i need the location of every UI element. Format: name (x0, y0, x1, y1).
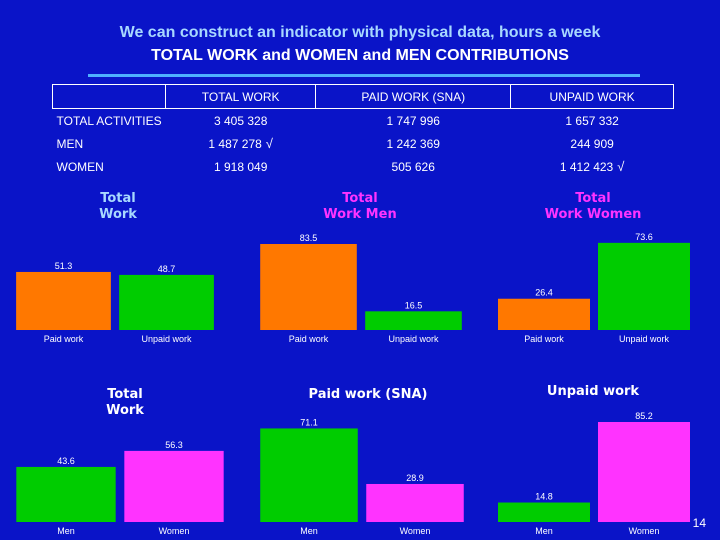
table-row: WOMEN 1 918 049 505 626 1 412 423 √ (53, 155, 674, 178)
row-label: WOMEN (56, 159, 104, 174)
chart-bar (498, 502, 590, 522)
chart-bar (598, 242, 690, 330)
chart-data-label: 85.2 (635, 411, 653, 421)
chart6-title: Unpaid work (538, 384, 648, 400)
page-number: 14 (692, 516, 706, 530)
cell-value: 1 412 423 (559, 160, 614, 174)
table-cell: 1 657 332 (565, 113, 619, 128)
chart-category-label: Unpaid work (619, 334, 670, 344)
chart4-title: Total Work (90, 387, 160, 419)
chart-bar (16, 466, 116, 522)
chart5-paid-work-by-sex: 71.1 Men 28.9 Women (260, 417, 464, 536)
chart2-title-line1: Total (342, 191, 378, 206)
row-label: MEN (56, 136, 84, 151)
chart-category-label: Paid work (524, 334, 564, 344)
chart-bar (598, 422, 690, 522)
chart-category-label: Paid work (289, 334, 329, 344)
chart-category-label: Women (400, 526, 431, 536)
chart-data-label: 28.9 (406, 473, 424, 483)
chart-category-label: Unpaid work (141, 334, 192, 344)
table-cell: 1 412 423 √ (511, 155, 674, 178)
chart-bar (498, 298, 590, 330)
chart-data-label: 14.8 (535, 492, 553, 502)
slide-title-line2: TOTAL WORK and WOMEN and MEN CONTRIBUTIO… (151, 47, 569, 64)
chart4-title-line1: Total (107, 387, 143, 402)
chart-data-label: 48.7 (158, 264, 176, 274)
col-header-total-work: TOTAL WORK (165, 84, 317, 109)
chart-category-label: Men (57, 526, 75, 536)
table-cell: 1 487 278 √ (166, 132, 316, 155)
chart3-title: Total Work Women (538, 191, 648, 223)
chart1-title-line2: Work (99, 207, 137, 222)
title-divider (88, 74, 640, 77)
chart-bar (365, 311, 462, 330)
row-label: TOTAL ACTIVITIES (56, 113, 162, 128)
chart1-total-work: 51.3 Paid work 48.7 Unpaid work (16, 261, 214, 344)
chart6-title-line1: Unpaid work (546, 384, 640, 399)
summary-table: TOTAL WORK PAID WORK (SNA) UNPAID WORK T… (51, 84, 674, 178)
chart-data-label: 43.6 (57, 456, 75, 466)
chart-data-label: 73.6 (635, 232, 653, 242)
chart-category-label: Men (300, 526, 318, 536)
table-cell: 244 909 (570, 136, 614, 151)
table-cell: 3 405 328 (213, 113, 268, 128)
table-cell: 1 747 996 (386, 113, 440, 128)
chart-data-label: 16.5 (405, 300, 423, 310)
check-mark-icon: √ (265, 136, 273, 151)
chart2-title-line2: Work Men (323, 207, 397, 222)
chart4-title-line2: Work (106, 403, 144, 418)
table-row: MEN 1 487 278 √ 1 242 369 244 909 (53, 132, 674, 155)
chart-data-label: 26.4 (535, 288, 553, 298)
chart-bar (260, 428, 358, 522)
chart4-total-work-by-sex: 43.6 Men 56.3 Women (16, 440, 224, 536)
col-header-paid-work: PAID WORK (SNA) (315, 84, 512, 109)
table-header-row: TOTAL WORK PAID WORK (SNA) UNPAID WORK (51, 84, 674, 109)
chart5-title: Paid work (SNA) (298, 387, 438, 403)
chart-category-label: Women (629, 526, 660, 536)
chart-data-label: 51.3 (55, 261, 73, 271)
chart-category-label: Unpaid work (388, 334, 439, 344)
table-cell: 1 242 369 (386, 136, 440, 151)
chart-category-label: Paid work (44, 334, 84, 344)
chart-category-label: Women (159, 526, 190, 536)
chart3-title-line1: Total (575, 191, 611, 206)
chart1-title-line1: Total (100, 191, 136, 206)
chart3-total-work-women: 26.4 Paid work 73.6 Unpaid work (498, 232, 690, 344)
chart-bar (119, 274, 214, 330)
col-header-unpaid-work: UNPAID WORK (510, 84, 674, 109)
table-row: TOTAL ACTIVITIES 3 405 328 1 747 996 1 6… (53, 109, 674, 133)
table-corner-cell (51, 84, 167, 109)
chart-bar (16, 271, 111, 330)
check-mark-icon: √ (617, 159, 625, 174)
chart-category-label: Men (535, 526, 553, 536)
chart6-unpaid-work-by-sex: 14.8 Men 85.2 Women (498, 411, 690, 536)
table-cell: 505 626 (391, 159, 435, 174)
slide-title-line1: We can construct an indicator with physi… (119, 24, 601, 41)
chart5-title-line1: Paid work (SNA) (308, 387, 428, 402)
chart-bar (366, 483, 464, 522)
cell-value: 1 487 278 (208, 137, 262, 151)
chart-bar (260, 244, 357, 330)
chart1-title: Total Work (78, 191, 158, 223)
table-cell: 1 918 049 (213, 159, 268, 174)
chart3-title-line2: Work Women (544, 207, 642, 222)
chart-data-label: 83.5 (300, 233, 318, 243)
chart2-title: Total Work Men (310, 191, 410, 223)
chart2-total-work-men: 83.5 Paid work 16.5 Unpaid work (260, 233, 462, 344)
chart-data-label: 56.3 (165, 440, 183, 450)
chart-bar (124, 450, 224, 522)
chart-data-label: 71.1 (300, 417, 318, 427)
